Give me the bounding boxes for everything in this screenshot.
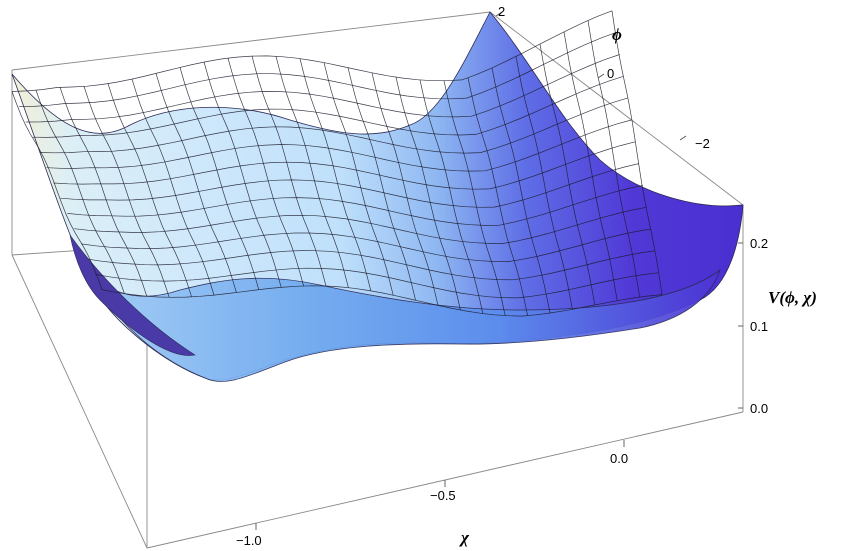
z-axis: 0.2 0.1 0.0 V(ϕ, χ) xyxy=(738,236,817,416)
mesh-line-chi xyxy=(419,79,484,314)
surface xyxy=(11,11,744,382)
mesh-line-chi xyxy=(155,73,237,293)
mesh-line-phi xyxy=(88,250,655,281)
mesh-line-phi xyxy=(25,54,620,123)
mesh-line-phi xyxy=(11,10,613,92)
mesh-line-chi xyxy=(83,86,170,298)
mesh-line-phi xyxy=(95,267,659,299)
mesh-line-chi xyxy=(299,58,372,291)
mesh-line-chi xyxy=(539,44,596,306)
y-tick-label: −2 xyxy=(695,136,710,151)
mesh-line-chi xyxy=(467,77,528,316)
x-tick-label: −0.5 xyxy=(430,488,456,503)
y-axis-title: ϕ xyxy=(612,25,622,44)
mesh-line-chi xyxy=(347,67,416,301)
mesh-line-phi xyxy=(81,228,651,262)
mesh-line-chi xyxy=(59,86,148,297)
mesh-line-chi xyxy=(395,77,461,311)
mesh-line-chi xyxy=(587,20,640,298)
mesh-line-chi xyxy=(275,56,349,288)
mesh-line-chi xyxy=(227,58,304,287)
mesh-line-phi xyxy=(67,185,643,226)
z-tick-label: 0.0 xyxy=(750,401,768,416)
mesh-line-phi xyxy=(18,32,616,108)
z-tick-label: 0.1 xyxy=(750,319,768,334)
surface-mesh xyxy=(11,10,663,317)
mesh-line-chi xyxy=(179,67,260,290)
mesh-line-chi xyxy=(323,62,394,296)
mesh-line-chi xyxy=(203,61,282,288)
mesh-line-chi xyxy=(611,10,663,295)
mesh-line-phi xyxy=(46,119,632,172)
x-axis: −1.0 −0.5 0.0 χ xyxy=(236,440,628,548)
mesh-line-chi xyxy=(563,31,618,301)
y-tick-label: 2 xyxy=(498,4,505,19)
y-axis: 2 0 −2 ϕ xyxy=(495,4,710,151)
mesh-line-phi xyxy=(74,206,647,244)
z-tick-label: 0.2 xyxy=(750,236,768,251)
x-tick-label: −1.0 xyxy=(236,533,262,548)
mesh-line-chi xyxy=(371,72,439,306)
mesh-line-chi xyxy=(491,67,551,314)
y-tick-label: 0 xyxy=(607,66,614,81)
z-axis-title: V(ϕ, χ) xyxy=(768,288,817,307)
mesh-line-chi xyxy=(11,91,103,290)
mesh-line-chi xyxy=(443,80,506,316)
mesh-line-chi xyxy=(107,83,192,297)
mesh-line-chi xyxy=(515,56,573,310)
mesh-line-chi xyxy=(131,78,215,296)
mesh-line-phi xyxy=(60,163,639,208)
mesh-line-phi xyxy=(101,285,663,317)
mesh-line-phi xyxy=(32,75,624,138)
mesh-line-chi xyxy=(35,90,125,294)
mesh-line-phi xyxy=(39,97,628,154)
x-tick-label: 0.0 xyxy=(610,451,628,466)
x-axis-title: χ xyxy=(459,528,470,547)
mesh-line-phi xyxy=(53,141,636,190)
mesh-line-chi xyxy=(251,56,327,287)
